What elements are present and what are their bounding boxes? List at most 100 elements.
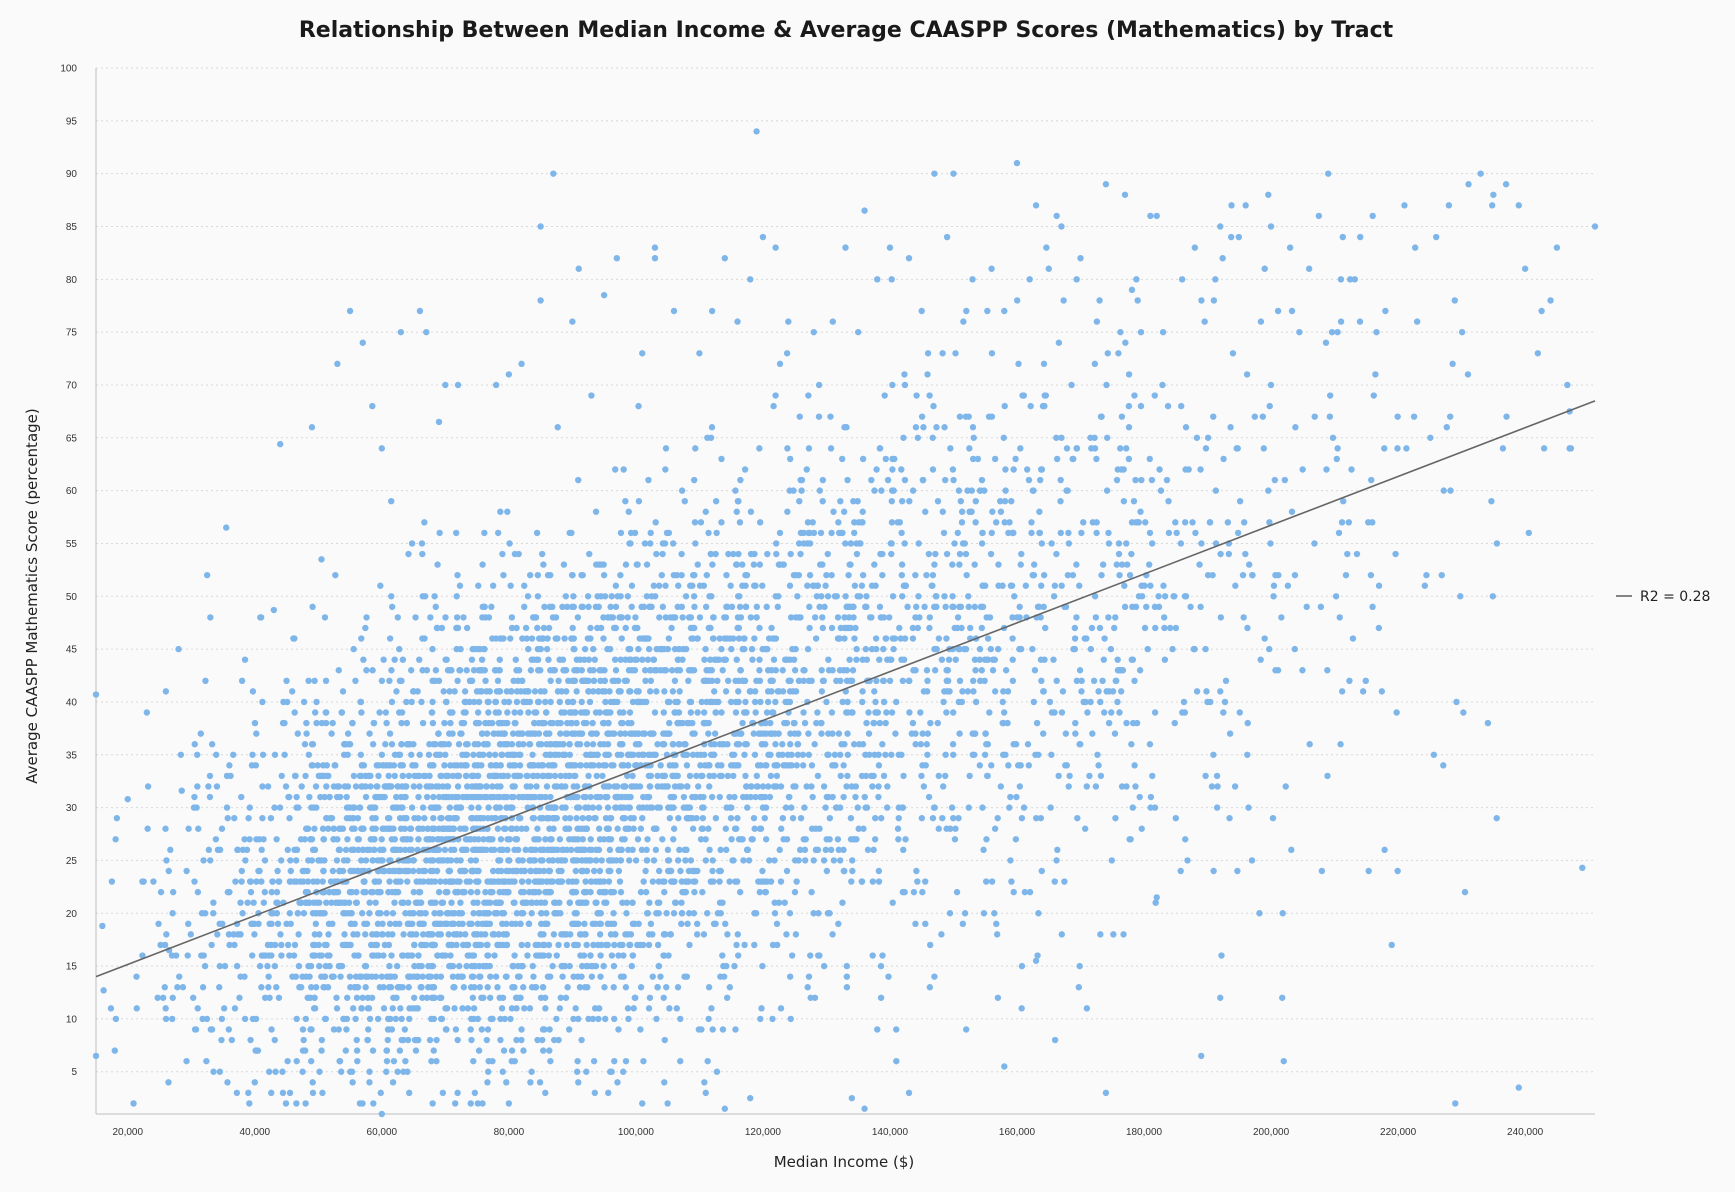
data-point <box>851 635 858 642</box>
data-point <box>685 910 693 917</box>
data-point <box>794 751 802 758</box>
data-point <box>1161 593 1169 600</box>
data-point <box>1440 487 1447 494</box>
data-point <box>1214 783 1221 790</box>
data-point <box>1117 688 1125 695</box>
data-point <box>429 1100 436 1107</box>
data-point <box>654 772 661 780</box>
x-tick-label: 40,000 <box>239 1127 270 1138</box>
data-point <box>708 1005 715 1012</box>
data-point <box>984 635 992 642</box>
data-point <box>1005 762 1012 769</box>
data-point <box>585 1015 592 1023</box>
data-point <box>1193 688 1201 695</box>
data-point <box>453 814 460 822</box>
data-point <box>803 783 810 790</box>
data-point <box>506 836 513 843</box>
data-point <box>451 910 458 917</box>
data-point <box>498 635 506 642</box>
data-point <box>811 614 819 621</box>
data-point <box>646 804 654 811</box>
data-point <box>433 1057 440 1065</box>
data-point <box>1172 519 1179 526</box>
data-point <box>1034 952 1041 959</box>
data-point <box>404 878 411 885</box>
data-point <box>1177 867 1184 875</box>
data-point <box>800 677 807 685</box>
data-point <box>300 698 308 706</box>
data-point <box>971 561 978 568</box>
data-point <box>742 698 749 706</box>
data-point <box>650 825 658 832</box>
data-point <box>1270 582 1278 589</box>
data-point <box>693 920 701 928</box>
data-point <box>659 878 667 885</box>
data-point <box>494 867 502 875</box>
data-point <box>464 836 471 843</box>
data-point <box>776 846 783 854</box>
data-point <box>393 688 400 695</box>
data-point <box>316 931 323 938</box>
data-point <box>557 772 564 780</box>
data-point <box>276 440 284 448</box>
data-point <box>660 931 668 938</box>
data-point <box>426 772 433 780</box>
data-point <box>1100 656 1108 663</box>
data-point <box>1025 476 1033 484</box>
data-point <box>787 550 794 558</box>
data-point <box>870 719 878 727</box>
data-point <box>1054 846 1061 854</box>
data-point <box>332 571 339 579</box>
data-point <box>340 1015 348 1023</box>
data-point <box>537 846 544 854</box>
data-point <box>464 1005 472 1012</box>
data-point <box>406 1089 413 1097</box>
data-point <box>534 1036 541 1044</box>
data-point <box>847 814 855 822</box>
data-point <box>318 857 325 864</box>
data-point <box>478 656 486 663</box>
data-point <box>543 814 550 822</box>
data-point <box>719 1026 727 1033</box>
y-tick-label: 95 <box>66 116 78 127</box>
data-point <box>435 836 443 843</box>
data-point <box>837 751 844 758</box>
data-point <box>724 772 732 780</box>
data-point <box>868 476 875 484</box>
data-point <box>1323 466 1330 473</box>
data-point <box>772 635 780 642</box>
data-point <box>669 540 677 547</box>
data-point <box>456 667 464 674</box>
data-point <box>1055 339 1063 346</box>
data-point <box>893 1026 900 1033</box>
data-point <box>971 730 979 737</box>
data-point <box>402 1057 409 1065</box>
data-point <box>1445 202 1453 209</box>
data-point <box>203 1015 211 1023</box>
data-point <box>804 540 811 547</box>
data-point <box>700 804 707 811</box>
data-point <box>300 1036 307 1044</box>
data-point <box>808 888 815 896</box>
data-point <box>1107 645 1115 653</box>
data-point <box>676 688 683 695</box>
data-point <box>781 899 788 906</box>
data-point <box>1039 730 1047 737</box>
data-point <box>483 783 490 790</box>
data-point <box>501 698 508 706</box>
data-point <box>783 867 791 875</box>
data-point <box>528 910 535 917</box>
data-point <box>469 994 477 1001</box>
data-point <box>309 1089 317 1097</box>
data-point <box>231 941 238 949</box>
data-point <box>737 476 744 484</box>
data-point <box>845 614 853 621</box>
data-point <box>559 973 566 980</box>
data-point <box>762 793 769 801</box>
data-point <box>625 762 632 769</box>
data-point <box>369 1047 377 1054</box>
data-point <box>646 667 654 674</box>
data-point <box>1105 688 1113 695</box>
data-point <box>644 836 651 843</box>
data-point <box>986 709 993 716</box>
